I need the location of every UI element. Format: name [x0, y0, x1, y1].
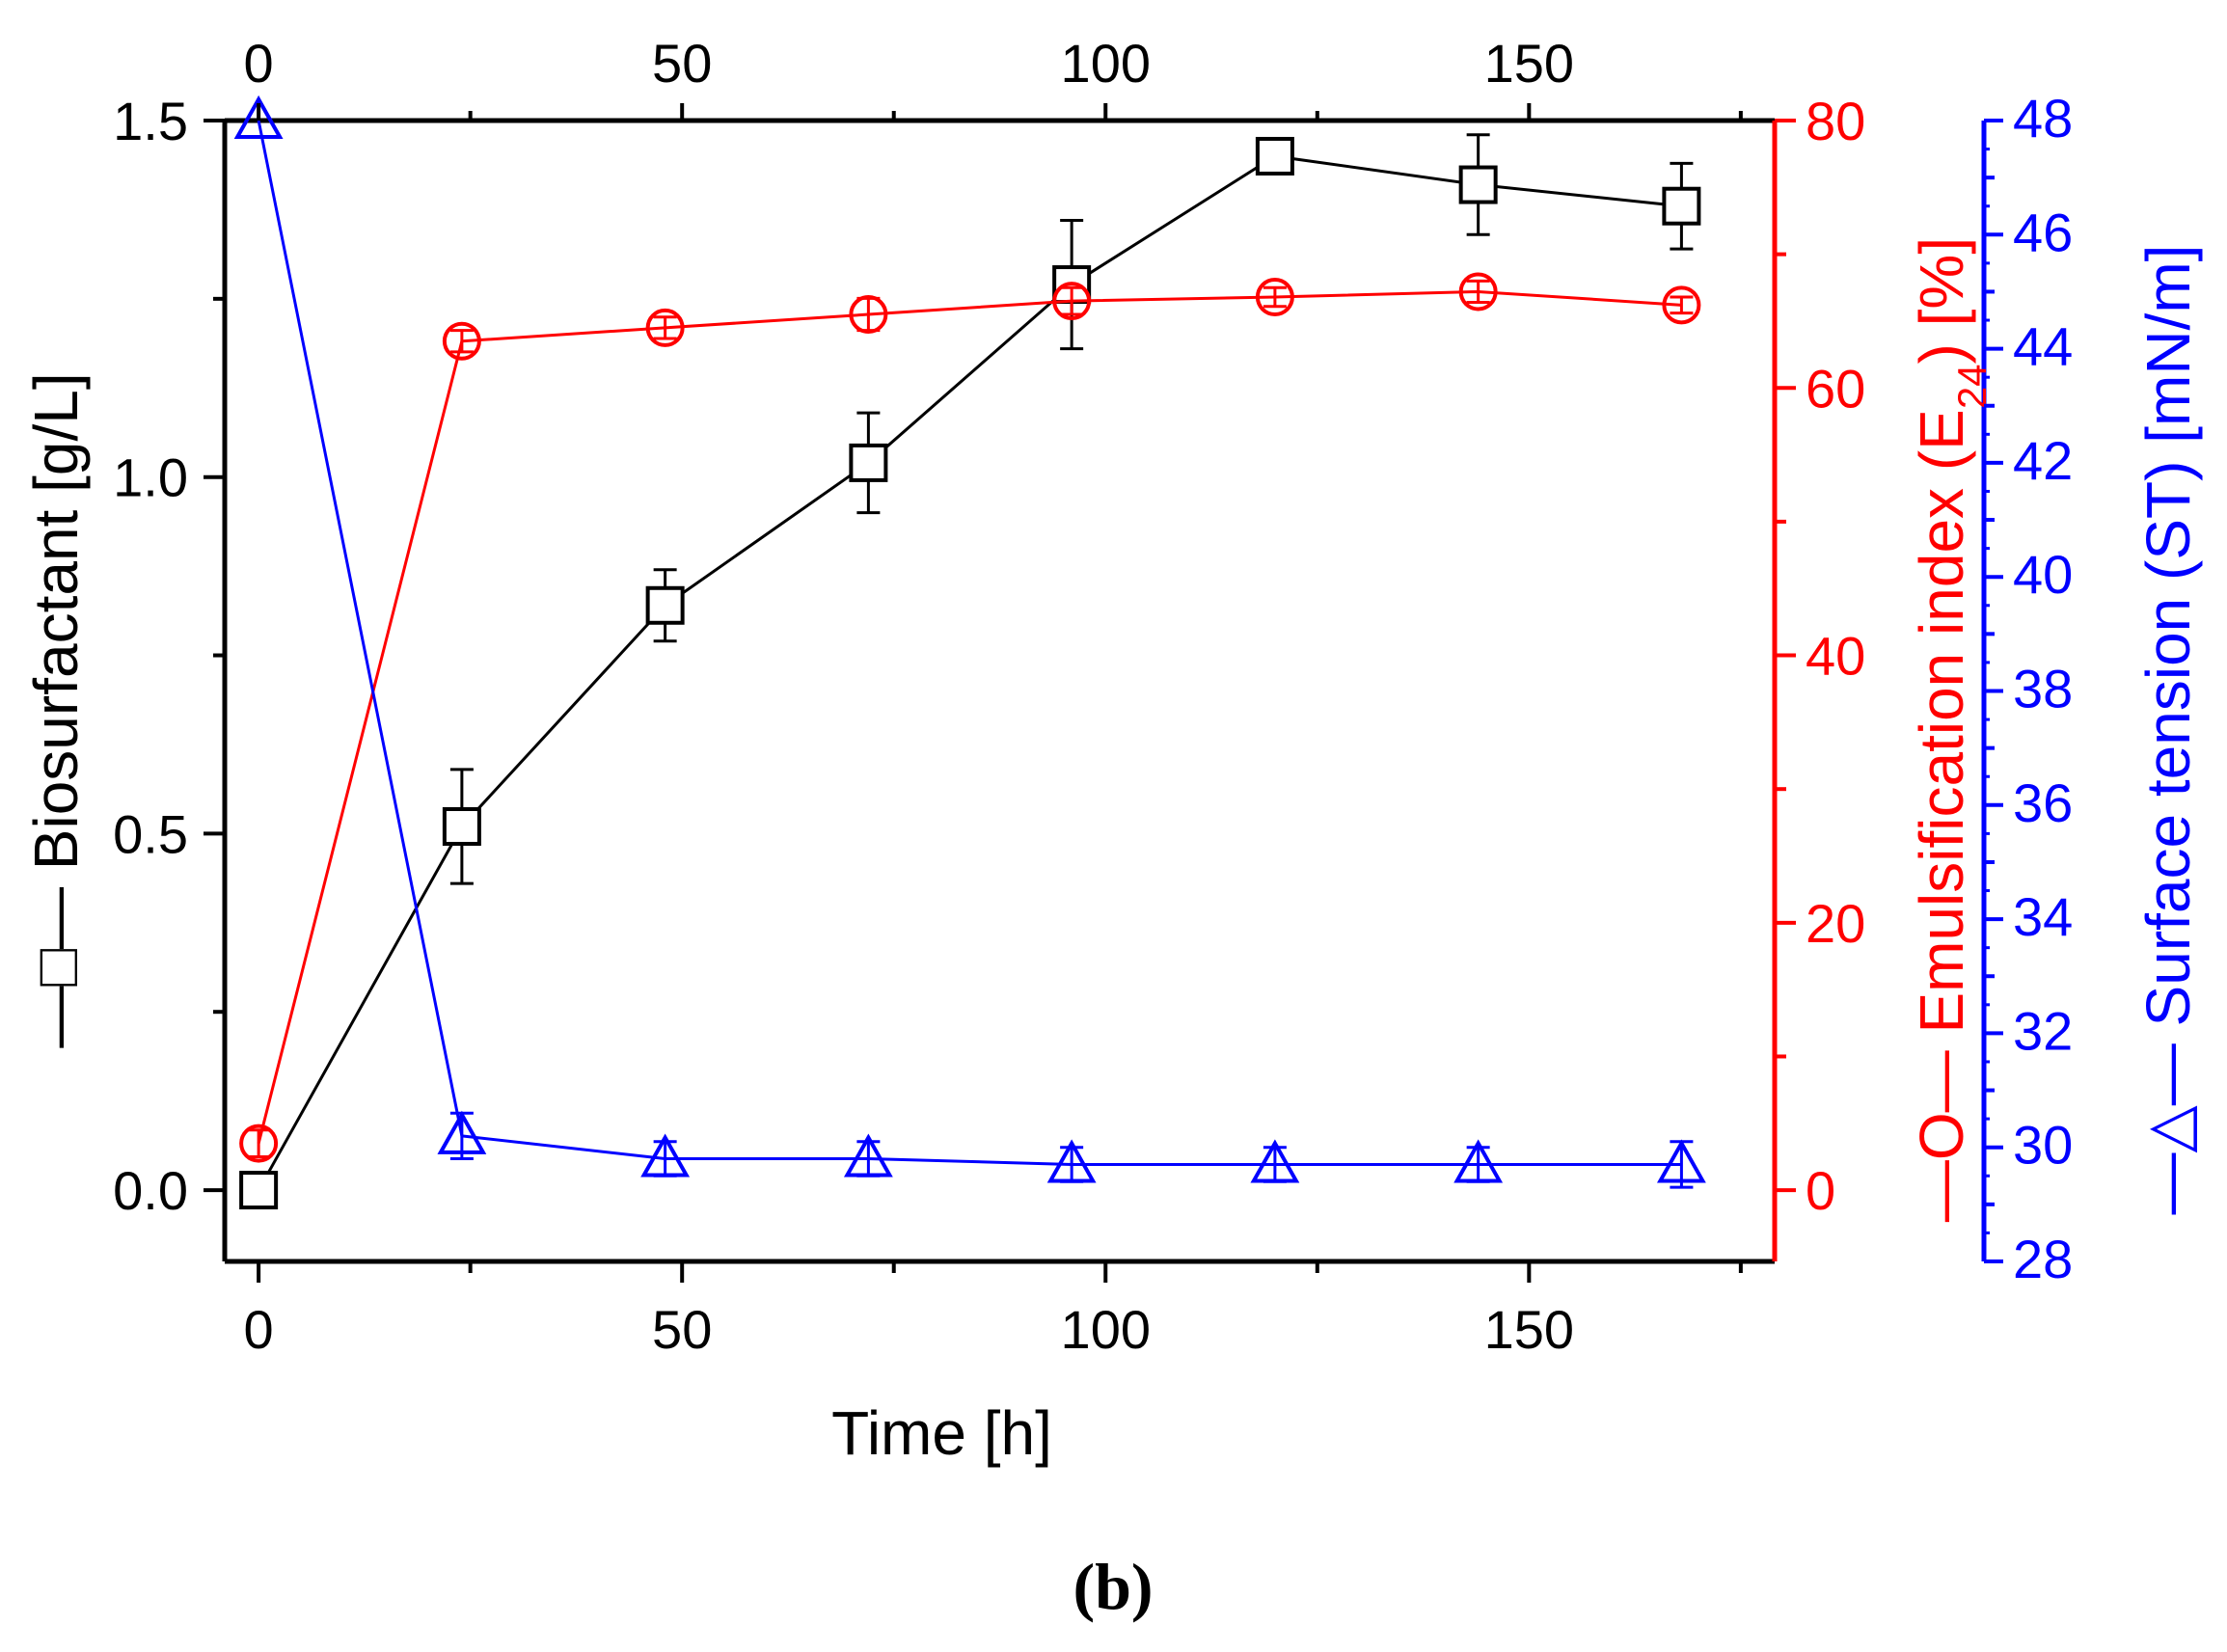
x-tick-label: 150: [1484, 1299, 1574, 1360]
figure-caption: (b): [1073, 1550, 1153, 1623]
data-point-circle: [1255, 278, 1294, 317]
data-point-circle: [1052, 282, 1092, 321]
data-point-triangle: [843, 1133, 893, 1178]
right-y-tick-label-emulsification: 60: [1806, 358, 1865, 419]
left-y-axis-title: —□— Biosurfactant [g/L]: [21, 372, 91, 1047]
data-point-triangle: [1453, 1139, 1504, 1183]
series-line-square: [257, 154, 1682, 1191]
data-point-triangle: [233, 95, 284, 139]
left-y-tick-label: 1.5: [113, 91, 188, 151]
data-point-square: [442, 806, 481, 846]
emulsification-title-tail: ) [%]: [1907, 237, 1976, 365]
data-point-square: [645, 585, 685, 625]
data-point-square: [849, 443, 888, 482]
data-point-square: [1458, 165, 1498, 204]
series-circle: [239, 272, 1701, 1163]
right2-y-tick-label-surface-tension: 30: [2013, 1115, 2073, 1176]
left-y-tick-label: 0.0: [113, 1160, 188, 1221]
data-point-circle: [1662, 285, 1701, 325]
data-point-circle: [239, 1124, 279, 1163]
plot-area: [222, 118, 1987, 1264]
x-tick-label: 100: [1061, 1299, 1151, 1360]
right2-y-tick-label-surface-tension: 46: [2013, 202, 2073, 262]
top-x-tick-label: 0: [244, 33, 274, 94]
top-x-tick-label: 150: [1484, 33, 1574, 94]
data-point-triangle: [1046, 1139, 1097, 1183]
right-y-axis-title-emulsification: —O— Emulsification index (E24) [%]: [1907, 237, 1995, 1222]
right2-y-tick-label-surface-tension: 32: [2013, 1000, 2073, 1061]
data-point-triangle: [640, 1133, 691, 1178]
right2-y-tick-label-surface-tension: 42: [2013, 430, 2073, 491]
right2-y-tick-label-surface-tension: 28: [2013, 1229, 2073, 1289]
series-layer: [233, 95, 1706, 1210]
data-point-triangle: [437, 1110, 487, 1154]
x-axis-title: Time [h]: [831, 1398, 1052, 1468]
emulsification-title-main: —O— Emulsification index (E: [1907, 409, 1976, 1222]
right2-y-tick-label-surface-tension: 36: [2013, 772, 2073, 833]
right2-y-tick-label-surface-tension: 38: [2013, 659, 2073, 719]
data-point-circle: [849, 295, 888, 335]
data-point-circle: [442, 321, 481, 361]
data-point-square: [239, 1171, 279, 1210]
x-tick-label: 50: [652, 1299, 712, 1360]
series-line-triangle: [257, 120, 1682, 1166]
emulsification-title-subscript: 24: [1949, 364, 1995, 409]
data-point-triangle: [1250, 1139, 1300, 1183]
right2-y-axis-title-surface-tension: —△— Surface tension (ST) [mN/m]: [2133, 245, 2203, 1215]
right-y-tick-label-emulsification: 0: [1806, 1160, 1835, 1221]
top-x-tick-label: 50: [652, 33, 712, 94]
data-point-square: [1255, 136, 1294, 176]
data-point-circle: [645, 308, 685, 347]
right2-y-tick-label-surface-tension: 34: [2013, 886, 2073, 947]
right-y-tick-label-emulsification: 40: [1806, 626, 1865, 687]
data-point-square: [1662, 186, 1701, 226]
right2-y-tick-label-surface-tension: 48: [2013, 88, 2073, 149]
series-line-circle: [257, 289, 1682, 1144]
right2-y-tick-label-surface-tension: 44: [2013, 316, 2073, 377]
data-point-triangle: [1656, 1139, 1706, 1183]
left-y-tick-label: 0.5: [113, 803, 188, 864]
right-y-tick-label-emulsification: 80: [1806, 91, 1865, 151]
series-triangle: [233, 95, 1706, 1189]
axes-layer: 0 50 100 150 0 50 100 150 Time [h] 0.0 0.5 1.0 1.5 —□…: [21, 33, 2203, 1468]
left-y-tick-label: 1.0: [113, 447, 188, 508]
top-x-tick-label: 100: [1061, 33, 1151, 94]
right-y-tick-label-emulsification: 20: [1806, 893, 1865, 954]
series-square: [239, 133, 1701, 1210]
right2-y-tick-label-surface-tension: 40: [2013, 544, 2073, 605]
data-point-circle: [1458, 272, 1498, 311]
x-tick-label: 0: [244, 1299, 274, 1360]
